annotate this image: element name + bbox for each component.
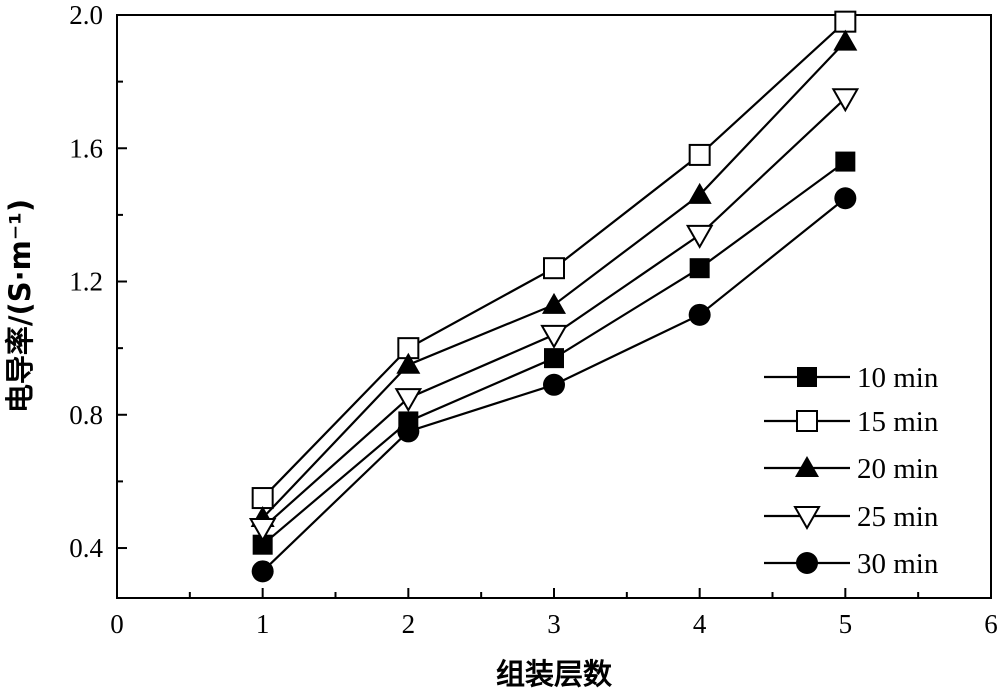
data-point: [251, 487, 274, 510]
data-point: [833, 29, 858, 51]
x-tick-label: 2: [402, 609, 416, 639]
x-tick-label: 5: [839, 609, 853, 639]
legend-label: 25 min: [857, 501, 939, 533]
x-tick-label: 0: [110, 609, 124, 639]
legend-marker: [796, 552, 818, 574]
x-tick-label: 4: [693, 609, 707, 639]
data-point: [248, 518, 277, 543]
legend-marker: [796, 410, 818, 432]
series-markers: [248, 10, 860, 583]
axes: 0 1 2 3 4 5 6 0.4 0.8 1.2 1.6 2.0: [69, 0, 998, 639]
data-point: [251, 560, 274, 583]
legend: 10 min 15 min 20 min 25 min 30 min: [764, 362, 939, 580]
data-point: [543, 373, 565, 396]
y-axis-title: 电导率/(S·m⁻¹): [3, 199, 37, 413]
data-point: [688, 303, 711, 326]
data-point: [544, 348, 564, 369]
x-tick-label: 6: [984, 609, 998, 639]
series-line: [261, 40, 847, 519]
data-point: [687, 182, 712, 204]
data-point: [835, 151, 856, 172]
legend-marker: [795, 456, 819, 477]
y-tick-label: 1.2: [69, 267, 103, 297]
data-point: [252, 534, 273, 555]
data-point: [540, 324, 568, 349]
data-point: [397, 420, 420, 443]
legend-label: 30 min: [857, 548, 939, 580]
data-point: [834, 10, 857, 33]
data-point: [396, 352, 421, 374]
legend-marker: [797, 367, 817, 387]
data-point: [688, 143, 711, 166]
data-point: [689, 258, 710, 279]
y-tick-label: 0.4: [69, 533, 103, 563]
data-point: [834, 187, 857, 210]
legend-label: 15 min: [857, 406, 939, 438]
legend-label: 10 min: [857, 362, 939, 394]
data-point: [394, 388, 423, 413]
y-tick-label: 2.0: [69, 0, 103, 30]
y-tick-label: 0.8: [69, 400, 103, 430]
x-axis-title: 组装层数: [496, 657, 613, 691]
legend-label: 20 min: [857, 453, 939, 485]
data-point: [685, 224, 714, 249]
x-tick-label: 1: [256, 609, 270, 639]
x-tick-label: 3: [547, 609, 561, 639]
data-point: [831, 88, 860, 113]
data-point: [543, 257, 565, 280]
legend-marker: [793, 506, 821, 531]
y-tick-label: 1.6: [69, 133, 103, 163]
data-point: [542, 292, 566, 314]
